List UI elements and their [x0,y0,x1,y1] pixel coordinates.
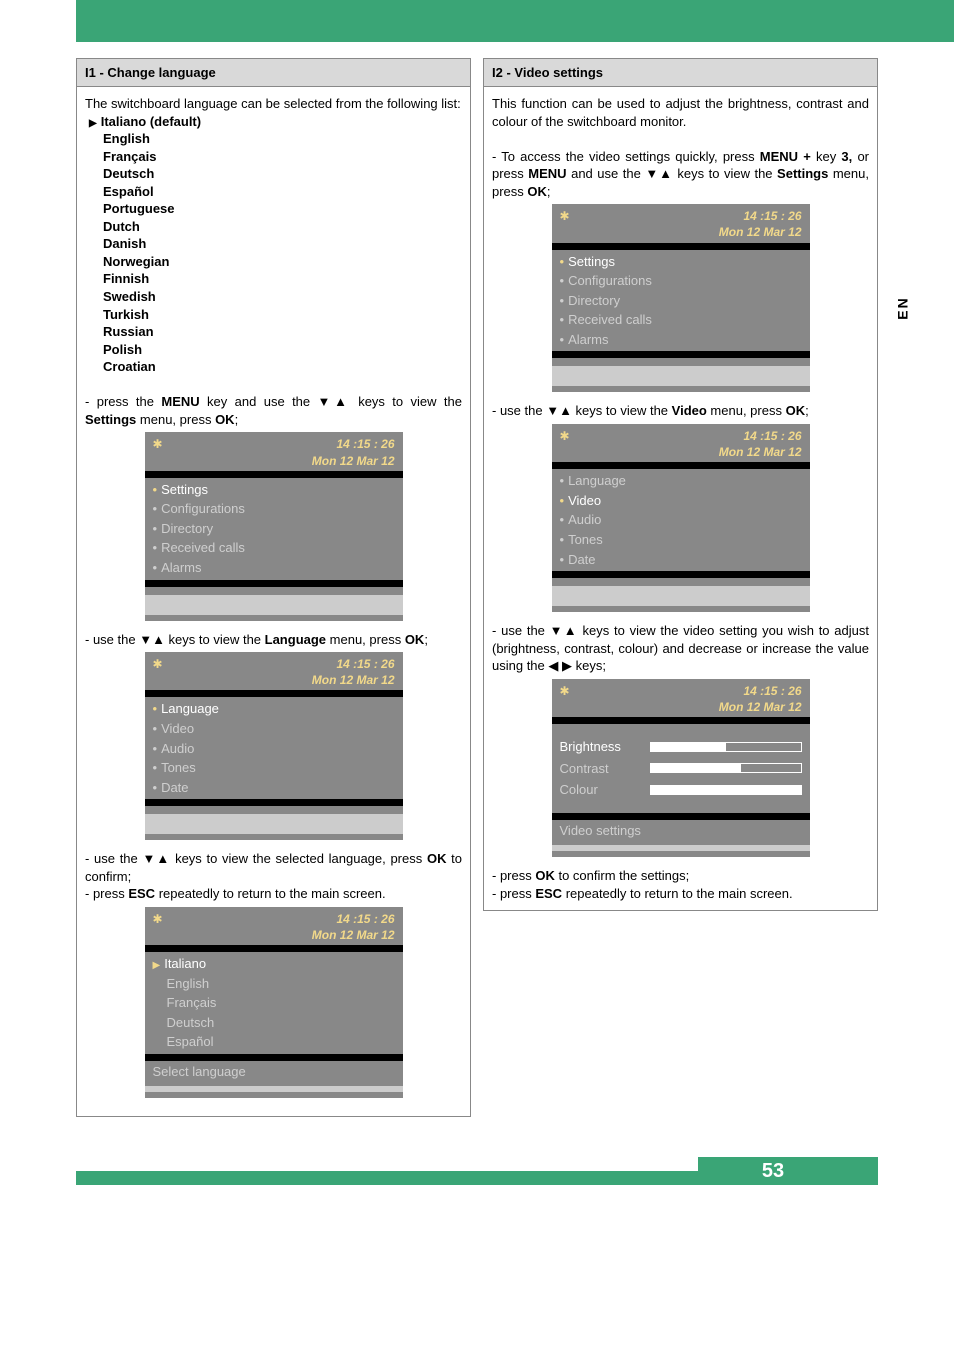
section-video-settings: I2 - Video settings This function can be… [483,58,878,911]
slider-row: Contrast [560,758,802,780]
screen-footer: Select language [145,1061,403,1083]
sun-icon: ✱ [560,428,570,444]
menu-item: ▶Italiano [153,954,395,974]
device-screen: ✱ 14 :15 : 26 Mon 12 Mar 12 ▶Italiano Engl… [145,907,403,1099]
page-number: 53 [762,1160,784,1183]
screen-date: Mon 12 Mar 12 [719,700,802,714]
intro-text: This function can be used to adjust the … [492,95,869,130]
list-item: Swedish [103,288,462,306]
menu-item: •Alarms [153,558,395,578]
header-white-block [0,0,76,42]
menu-item: •Received calls [560,310,802,330]
list-item: Russian [103,323,462,341]
menu-item: •AudioDirectory [560,291,802,311]
menu-item: •Tones [560,530,802,550]
list-item: Deutsch [103,165,462,183]
sun-icon: ✱ [560,683,570,699]
menu-item: •Tones [153,758,395,778]
sun-icon: ✱ [560,208,570,224]
instruction-text: - press OK to confirm the settings; [492,867,869,885]
list-item: Norwegian [103,253,462,271]
slider-row: Brightness [560,736,802,758]
list-item: Croatian [103,358,462,376]
language-list: Italiano (default) English Français Deut… [85,113,462,376]
sun-icon: ✱ [153,911,163,927]
list-item: Italiano (default) [103,113,462,131]
menu-item: •Date [560,550,802,570]
sun-icon: ✱ [153,656,163,672]
instruction-text: - use the ▼▲ keys to view the video sett… [492,622,869,675]
list-item: Français [103,148,462,166]
menu-item: English [153,974,395,994]
menu-item: •Settings [153,480,395,500]
menu-item: •Received calls [153,538,395,558]
menu-item: •Configurations [560,271,802,291]
menu-item: •Directory [153,519,395,539]
list-item: Finnish [103,270,462,288]
list-item: Polish [103,341,462,359]
device-screen: ✱ 14 :15 : 26 Mon 12 Mar 12 Brightness Con… [552,679,810,858]
instruction-text: - use the ▼▲ keys to view the Language m… [85,631,462,649]
section-change-language: I1 - Change language The switchboard lan… [76,58,471,1117]
screen-date: Mon 12 Mar 12 [719,445,802,459]
screen-date: Mon 12 Mar 12 [312,928,395,942]
instruction-text: - press ESC repeatedly to return to the … [85,885,462,903]
list-item: Español [103,183,462,201]
list-item: Dutch [103,218,462,236]
screen-footer: Video settings [552,820,810,842]
screen-date: Mon 12 Mar 12 [312,673,395,687]
screen-time: 14 :15 : 26 [743,429,801,443]
menu-item: •Language [560,471,802,491]
menu-item: •Language [153,699,395,719]
screen-time: 14 :15 : 26 [336,657,394,671]
menu-item: Deutsch [153,1013,395,1033]
device-screen: ✱ 14 :15 : 26 Mon 12 Mar 12 •Settings •Con… [552,204,810,392]
screen-time: 14 :15 : 26 [336,912,394,926]
menu-item: •Date [153,778,395,798]
screen-time: 14 :15 : 26 [743,209,801,223]
instruction-text: - press the MENU key and use the ▼▲ keys… [85,393,462,428]
menu-item: •Audio [153,739,395,759]
contrast-slider[interactable] [650,763,802,773]
screen-time: 14 :15 : 26 [743,684,801,698]
instruction-text: - press ESC repeatedly to return to the … [492,885,869,903]
list-item: Portuguese [103,200,462,218]
instruction-text: - use the ▼▲ keys to view the Video menu… [492,402,869,420]
device-screen: ✱ 14 :15 : 26 Mon 12 Mar 12 •Settings •Con… [145,432,403,620]
slider-label: Contrast [560,760,640,778]
menu-item: •Configurations [153,499,395,519]
list-item: Turkish [103,306,462,324]
section-title: I1 - Change language [77,59,470,87]
page-footer: 53 [0,1157,954,1185]
section-title: I2 - Video settings [484,59,877,87]
list-item: Danish [103,235,462,253]
language-tab: EN [894,296,910,319]
screen-date: Mon 12 Mar 12 [312,454,395,468]
device-screen: ✱ 14 :15 : 26 Mon 12 Mar 12 •Language •Vid… [552,424,810,612]
slider-label: Brightness [560,738,640,756]
slider-row: Colour [560,779,802,801]
menu-item: Français [153,993,395,1013]
instruction-text: - To access the video settings quickly, … [492,148,869,201]
list-item: English [103,130,462,148]
menu-item: •Audio [560,510,802,530]
menu-item: •Alarms [560,330,802,350]
brightness-slider[interactable] [650,742,802,752]
menu-item: •Video [153,719,395,739]
menu-item: •Video [560,491,802,511]
menu-item: Español [153,1032,395,1052]
screen-time: 14 :15 : 26 [336,437,394,451]
header-green-bar [76,0,954,42]
device-screen: ✱ 14 :15 : 26 Mon 12 Mar 12 •Language •Vid… [145,652,403,840]
screen-date: Mon 12 Mar 12 [719,225,802,239]
sun-icon: ✱ [153,436,163,452]
slider-label: Colour [560,781,640,799]
menu-item: •Settings [560,252,802,272]
instruction-text: - use the ▼▲ keys to view the selected l… [85,850,462,885]
colour-slider[interactable] [650,785,802,795]
intro-text: The switchboard language can be selected… [85,95,462,113]
